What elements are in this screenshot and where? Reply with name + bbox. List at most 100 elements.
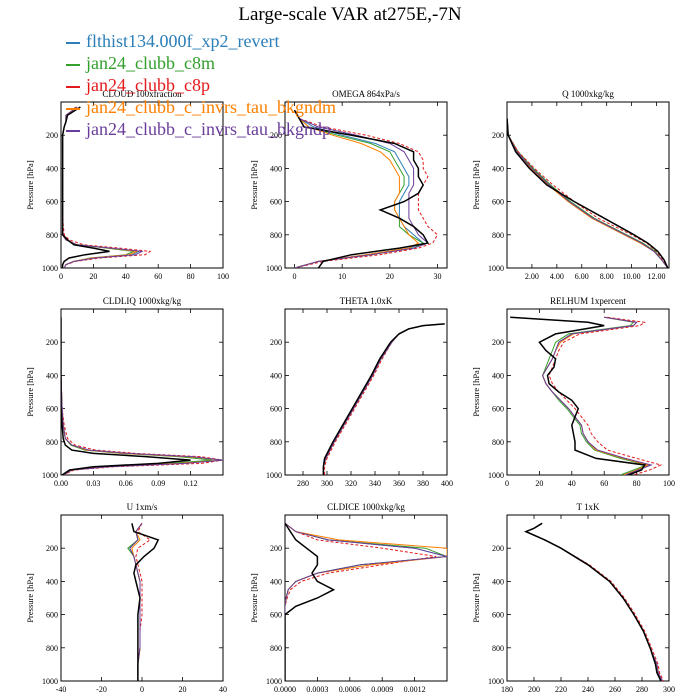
- y-tick-label: 400: [46, 164, 58, 173]
- x-tick-label: 20: [89, 272, 97, 281]
- x-tick-label: 0.0000: [274, 685, 296, 694]
- y-tick-label: 800: [492, 231, 504, 240]
- series-line-obs: [322, 323, 445, 475]
- x-tick-label: 0.06: [119, 479, 133, 488]
- plot-frame: [506, 101, 670, 269]
- y-tick-label: 1000: [42, 677, 58, 686]
- legend-item: flthist134.000f_xp2_revert: [66, 30, 336, 52]
- series-line-1: [294, 110, 425, 268]
- y-tick-label: 800: [270, 644, 282, 653]
- panel-title: T 1xK: [576, 502, 600, 512]
- x-tick-label: 280: [297, 479, 309, 488]
- series-line-1: [524, 522, 663, 681]
- x-tick-label: 300: [321, 479, 333, 488]
- x-tick-label: 20: [386, 272, 394, 281]
- y-tick-label: 200: [270, 338, 282, 347]
- panel-5: THETA 1.0xK 280 300 320 340 360 380 400 200 400 60…: [266, 296, 453, 488]
- legend-swatch: [66, 129, 80, 132]
- panel-title: Q 1000xkg/kg: [562, 89, 614, 99]
- panel-8: CLDICE 1000xkg/kg Pressure [hPa] 0.0000 0.0…: [249, 502, 448, 694]
- x-tick-label: 12.00: [648, 272, 666, 281]
- y-axis-label: Pressure [hPa]: [249, 573, 259, 623]
- x-tick-label: 320: [345, 479, 357, 488]
- y-axis-label: Pressure [hPa]: [471, 367, 481, 417]
- y-tick-label: 1000: [488, 264, 504, 273]
- y-tick-label: 400: [46, 371, 58, 380]
- y-tick-label: 600: [270, 198, 282, 207]
- series-line-5: [524, 522, 663, 681]
- series-line-5: [285, 522, 447, 681]
- y-tick-label: 1000: [266, 264, 282, 273]
- x-tick-label: 380: [417, 479, 429, 488]
- x-tick-label: 0: [505, 479, 509, 488]
- y-tick-label: 400: [270, 577, 282, 586]
- y-tick-label: 1000: [488, 677, 504, 686]
- y-tick-label: 400: [46, 577, 58, 586]
- x-tick-label: 0: [140, 685, 144, 694]
- y-tick-label: 600: [270, 405, 282, 414]
- series-line-obs: [61, 317, 191, 475]
- series-line-5: [129, 523, 143, 681]
- legend-swatch: [66, 63, 80, 66]
- y-tick-label: 600: [270, 611, 282, 620]
- series-line-4: [524, 522, 663, 681]
- x-tick-label: 6.00: [575, 272, 589, 281]
- x-tick-label: 280: [636, 685, 648, 694]
- legend-swatch: [66, 107, 80, 110]
- y-tick-label: 400: [270, 164, 282, 173]
- y-tick-label: 1000: [266, 677, 282, 686]
- y-tick-label: 200: [492, 544, 504, 553]
- y-tick-label: 600: [46, 405, 58, 414]
- panel-title: RELHUM 1xpercent: [550, 296, 626, 306]
- y-tick-label: 1000: [42, 471, 58, 480]
- x-tick-label: 60: [154, 272, 162, 281]
- y-tick-label: 200: [492, 131, 504, 140]
- x-tick-label: 100: [217, 272, 229, 281]
- legend-label: jan24_clubb_c8p: [86, 75, 210, 95]
- panel-title: U 1xm/s: [127, 502, 158, 512]
- series-line-obs: [61, 106, 110, 268]
- series-line-obs: [293, 109, 430, 268]
- x-tick-label: 40: [219, 685, 227, 694]
- series-line-1: [285, 522, 447, 681]
- series-line-obs: [285, 522, 336, 681]
- y-tick-label: 600: [492, 405, 504, 414]
- x-tick-label: 0.0012: [404, 685, 426, 694]
- x-tick-label: 20: [179, 685, 187, 694]
- y-tick-label: 400: [270, 371, 282, 380]
- panel-7: U 1xm/s Pressure [hPa] -40 -20 0 20 40 200 400 60…: [25, 502, 227, 694]
- x-tick-label: 0.0006: [339, 685, 361, 694]
- x-tick-label: 60: [600, 479, 608, 488]
- x-tick-label: 400: [441, 479, 453, 488]
- x-tick-label: 4.00: [550, 272, 564, 281]
- x-tick-label: 10.00: [623, 272, 641, 281]
- series-line-obs: [510, 316, 646, 475]
- x-tick-label: 0.09: [151, 479, 165, 488]
- y-tick-label: 400: [492, 164, 504, 173]
- legend-label: jan24_clubb_c8m: [86, 53, 215, 73]
- x-tick-label: 100: [663, 479, 675, 488]
- y-tick-label: 200: [46, 338, 58, 347]
- plot-frame: [506, 514, 670, 682]
- x-tick-label: 0: [59, 272, 63, 281]
- x-tick-label: 0.03: [86, 479, 100, 488]
- legend-item: jan24_clubb_c8m: [66, 52, 336, 74]
- plot-frame: [284, 308, 448, 476]
- series-line-1: [542, 316, 652, 475]
- x-tick-label: 0.00: [54, 479, 68, 488]
- series-line-3: [324, 323, 445, 475]
- x-tick-label: 0.0003: [306, 685, 328, 694]
- series-line-5: [322, 323, 445, 475]
- series-line-4: [322, 323, 445, 475]
- y-tick-label: 800: [492, 644, 504, 653]
- legend-label: jan24_clubb_c_invrs_tau_bkgndp: [86, 119, 331, 139]
- series-line-4: [61, 317, 223, 475]
- x-tick-label: 300: [663, 685, 675, 694]
- plot-frame: [284, 101, 448, 269]
- panel-2: OMEGA 864xPa/s Pressure [hPa] 0 10 20 30 200 40…: [249, 89, 448, 281]
- series-line-5: [61, 317, 223, 475]
- y-tick-label: 600: [46, 611, 58, 620]
- panel-title: THETA 1.0xK: [340, 296, 393, 306]
- series-line-4: [285, 522, 447, 681]
- plot-frame: [60, 514, 224, 682]
